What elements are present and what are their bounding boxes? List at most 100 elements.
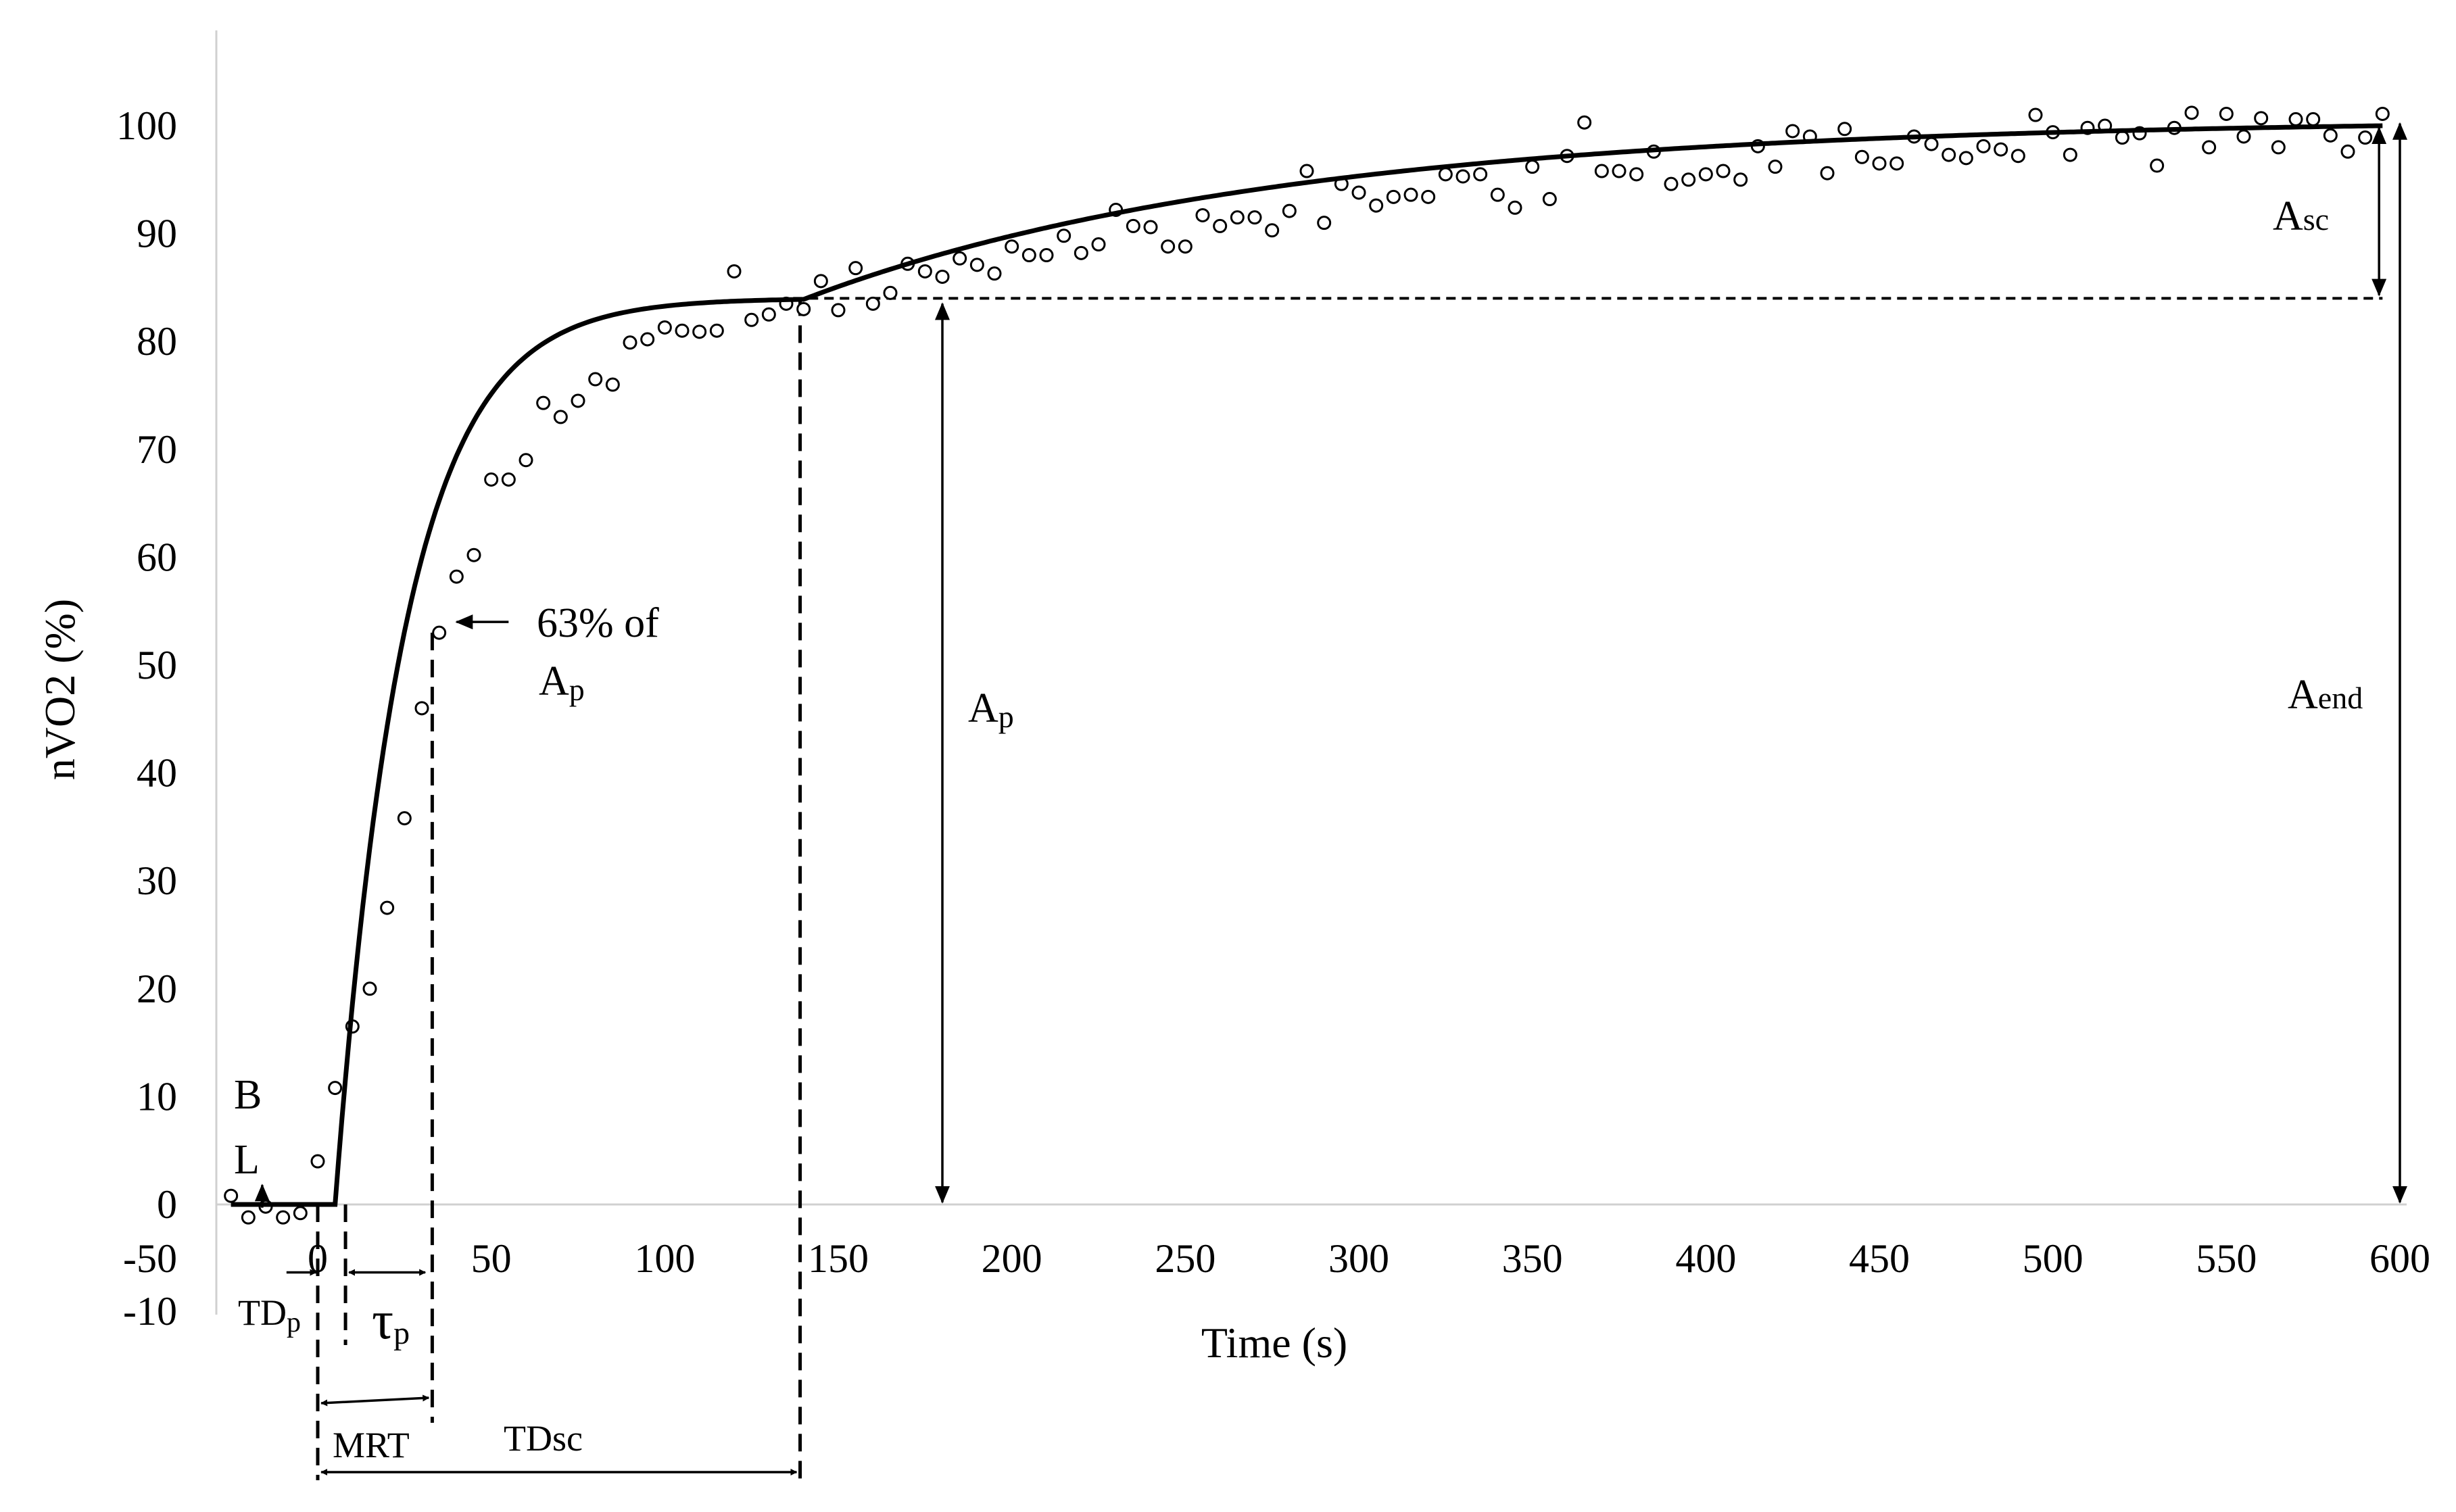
data-point <box>1161 239 1176 254</box>
data-point <box>536 395 551 410</box>
data-point <box>1021 248 1036 263</box>
tdp-label: TDp <box>238 1292 301 1338</box>
data-point <box>397 811 412 826</box>
data-point <box>657 320 672 335</box>
data-point <box>1455 169 1470 184</box>
data-point <box>1681 172 1696 187</box>
data-point <box>1958 151 1973 166</box>
data-point <box>1386 189 1401 204</box>
data-point <box>1126 218 1140 233</box>
x-tick-label: 50 <box>471 1236 512 1281</box>
y-tick-label: 50 <box>137 643 177 687</box>
asc-label: Asc <box>2273 193 2329 239</box>
data-point <box>1178 239 1193 254</box>
data-point <box>362 981 377 996</box>
x-tick-label: 400 <box>1675 1236 1736 1281</box>
data-point <box>2184 105 2199 120</box>
data-point <box>675 323 690 338</box>
data-point <box>935 269 950 284</box>
data-point <box>744 312 759 327</box>
y-tick-labels: -10 0 10 20 30 40 50 60 70 80 90 100 <box>116 103 177 1334</box>
x-tick-label: 250 <box>1155 1236 1215 1281</box>
data-point <box>1889 156 1904 171</box>
tdsc-label: TDsc <box>504 1418 583 1459</box>
data-point <box>727 264 742 278</box>
data-point <box>1317 216 1332 230</box>
data-point <box>1247 210 1262 225</box>
data-point <box>414 701 429 716</box>
data-point <box>2288 112 2303 126</box>
data-point <box>1837 122 1852 137</box>
data-point <box>1872 156 1887 171</box>
data-point <box>2028 107 2043 122</box>
x-tick-label: 600 <box>2369 1236 2430 1281</box>
data-point <box>848 261 863 276</box>
data-point <box>640 332 655 347</box>
y-tick-label: 80 <box>137 319 177 364</box>
data-point <box>1074 245 1088 260</box>
data-point <box>519 453 533 468</box>
data-point <box>466 547 481 562</box>
data-point <box>796 301 811 316</box>
y-tick-label: 100 <box>116 103 177 148</box>
data-point <box>310 1154 325 1169</box>
data-points <box>224 105 2390 1225</box>
data-point <box>501 472 516 487</box>
data-point <box>432 625 447 640</box>
data-point <box>1629 167 1644 182</box>
y-tick-label: 0 <box>157 1182 177 1227</box>
data-point <box>1039 248 1054 263</box>
data-point <box>1369 198 1384 213</box>
data-point <box>276 1210 291 1225</box>
y-tick-label: 30 <box>137 858 177 903</box>
x-tick-label: 150 <box>808 1236 869 1281</box>
data-point <box>1942 147 1956 162</box>
bl-label-l: L <box>234 1137 260 1183</box>
y-tick-label: 60 <box>137 535 177 579</box>
data-point <box>1542 192 1557 207</box>
data-point <box>2271 140 2286 155</box>
data-point <box>917 264 932 278</box>
data-point <box>1403 187 1418 202</box>
y-tick-label: 70 <box>137 427 177 472</box>
ap-label: Ap <box>968 685 1014 734</box>
data-point <box>2323 128 2338 143</box>
data-point <box>1230 210 1245 225</box>
data-point <box>328 1081 343 1096</box>
y-tick-label: 90 <box>137 212 177 256</box>
data-point <box>883 285 898 300</box>
y-tick-label: 10 <box>137 1074 177 1119</box>
x-tick-label: 200 <box>982 1236 1042 1281</box>
data-point <box>1213 218 1228 233</box>
data-point <box>1508 200 1522 215</box>
data-point <box>588 372 603 387</box>
y-tick-label: 20 <box>137 967 177 1011</box>
x-tick-label: 550 <box>2196 1236 2257 1281</box>
data-point <box>813 274 828 289</box>
data-point <box>1976 139 1991 153</box>
data-point <box>2358 130 2373 145</box>
data-point <box>1195 208 1210 222</box>
data-point <box>1299 164 1314 178</box>
tau-label: τp <box>372 1291 410 1351</box>
data-point <box>761 307 776 322</box>
x-tick-label: -50 <box>123 1236 177 1281</box>
fit-curve <box>231 123 2383 1207</box>
data-point <box>1994 142 2008 157</box>
data-point <box>1594 164 1609 178</box>
data-point <box>2306 112 2321 126</box>
data-point <box>2010 149 2025 164</box>
x-axis-title: Time (s) <box>1201 1319 1347 1367</box>
y-tick-label: -10 <box>123 1289 177 1334</box>
data-point <box>293 1206 308 1221</box>
data-point <box>2375 106 2390 121</box>
pct-label-line1: 63% of <box>537 600 659 646</box>
data-point <box>865 296 880 311</box>
data-point <box>241 1210 256 1225</box>
data-point <box>1820 166 1835 180</box>
data-point <box>1785 124 1800 139</box>
data-point <box>571 393 585 408</box>
data-point <box>1473 167 1488 182</box>
mrt-arrow <box>320 1394 430 1407</box>
